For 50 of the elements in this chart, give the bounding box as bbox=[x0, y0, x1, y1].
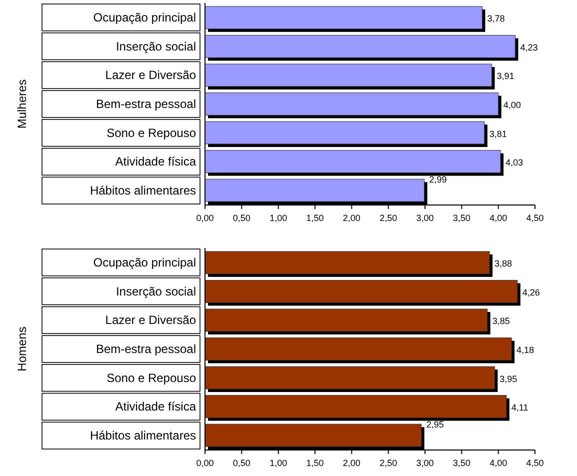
y-tick-label: Ocupação principal bbox=[93, 10, 196, 24]
y-tick-label: Hábitos alimentares bbox=[90, 428, 196, 443]
x-tick-label: 4,50 bbox=[526, 458, 544, 468]
x-tick-label: 2,00 bbox=[342, 213, 360, 223]
data-label: 2,99 bbox=[429, 174, 447, 184]
x-tick-label: 4,00 bbox=[490, 213, 508, 223]
x-tick-label: 3,00 bbox=[416, 458, 434, 468]
x-tick-label: 1,00 bbox=[270, 213, 288, 223]
x-tick-label: 0,00 bbox=[196, 213, 214, 223]
y-axis-title: Homens bbox=[15, 326, 29, 372]
y-tick-label: Ocupação principal bbox=[93, 255, 196, 270]
y-tick-label: Bem-estra pessoal bbox=[96, 97, 196, 111]
y-tick-label: Inserção social bbox=[116, 284, 196, 298]
data-label: 4,03 bbox=[506, 158, 524, 168]
y-tick-label: Lazer e Diversão bbox=[105, 68, 196, 82]
data-label: 3,78 bbox=[487, 14, 505, 24]
x-tick-label: 0,50 bbox=[232, 213, 250, 223]
data-label: 4,11 bbox=[511, 402, 528, 413]
x-tick-label: 1,50 bbox=[306, 213, 324, 223]
y-tick-label: Hábitos alimentares bbox=[90, 184, 196, 198]
data-label: 2,95 bbox=[426, 419, 444, 430]
x-tick-label: 2,50 bbox=[380, 213, 398, 223]
data-label: 4,26 bbox=[522, 287, 540, 298]
y-tick-label: Lazer e Diversão bbox=[105, 313, 196, 328]
data-label: 3,91 bbox=[496, 71, 514, 82]
x-tick-label: 3,00 bbox=[416, 213, 434, 223]
y-axis-title: Mulheres bbox=[15, 79, 29, 129]
y-tick-label: Sono e Repouso bbox=[106, 370, 196, 385]
x-tick-label: 4,50 bbox=[526, 213, 544, 223]
y-tick-label: Bem-estra pessoal bbox=[96, 342, 196, 356]
y-tick-label: Atividade física bbox=[115, 154, 196, 169]
x-tick-label: 4,00 bbox=[490, 458, 508, 468]
y-tick-label: Atividade física bbox=[115, 400, 196, 414]
data-label: 4,00 bbox=[503, 100, 521, 110]
y-tick-label: Sono e Repouso bbox=[106, 126, 196, 140]
data-label: 3,88 bbox=[494, 258, 512, 269]
x-tick-label: 3,50 bbox=[452, 458, 470, 468]
x-tick-label: 1,00 bbox=[270, 458, 288, 468]
x-tick-label: 0,50 bbox=[232, 458, 250, 468]
y-tick-label: Inserção social bbox=[116, 39, 196, 54]
x-tick-label: 3,50 bbox=[452, 213, 470, 223]
data-label: 3,81 bbox=[489, 128, 507, 139]
x-tick-label: 0,00 bbox=[196, 458, 214, 468]
data-label: 3,95 bbox=[500, 374, 518, 384]
data-label: 4,18 bbox=[516, 345, 534, 355]
data-label: 4,23 bbox=[520, 42, 538, 52]
x-tick-label: 2,00 bbox=[342, 458, 360, 468]
data-label: 3,85 bbox=[492, 316, 510, 326]
x-tick-label: 1,50 bbox=[306, 458, 324, 468]
x-tick-label: 2,50 bbox=[380, 458, 398, 468]
